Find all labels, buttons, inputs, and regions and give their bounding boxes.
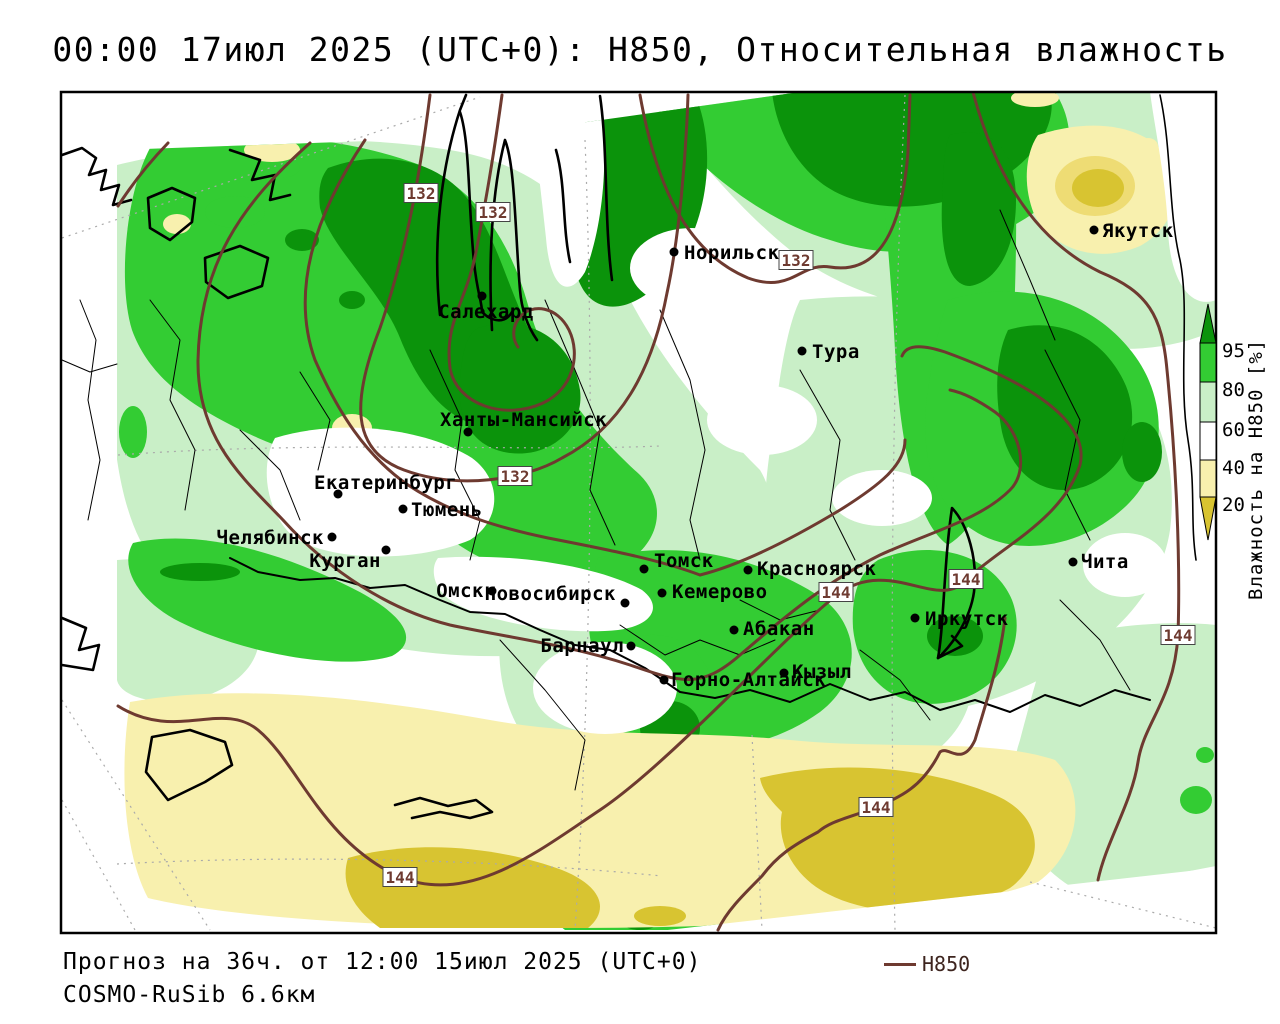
contour-label-box	[1160, 625, 1196, 645]
city-marker	[779, 668, 789, 678]
model-caption: COSMO-RuSib 6.6км	[63, 982, 316, 1008]
city-marker	[487, 586, 497, 596]
contour-label: 144	[1164, 626, 1193, 645]
humidity-field	[117, 92, 1216, 930]
city-label: Екатеринбург	[314, 472, 457, 494]
h850-legend: H850	[884, 952, 970, 976]
contour-label: 144	[386, 868, 415, 887]
city-marker	[620, 598, 630, 608]
colorbar-title: Влажность на H850 [%]	[1245, 339, 1267, 600]
colorbar-tick: 60	[1222, 419, 1245, 441]
city-label: Ханты-Мансийск	[440, 409, 607, 431]
city-label: Якутск	[1102, 220, 1174, 242]
contour-label: 132	[782, 251, 811, 270]
city-label: Кемерово	[672, 581, 768, 603]
forecast-caption: Прогноз на 36ч. от 12:00 15июл 2025 (UTC…	[63, 949, 702, 975]
contour-labels: 132 132 132 132 144 144 144 144 144	[382, 183, 1196, 887]
contour-label-box	[403, 183, 439, 203]
colorbar-ticks: 95 80 60 40 20	[1222, 340, 1245, 516]
city-label: Тура	[812, 341, 860, 363]
city-marker	[398, 504, 408, 514]
contour-label: 144	[822, 583, 851, 602]
city-label: Новосибирск	[485, 583, 616, 605]
city-marker	[333, 489, 343, 499]
contour-label-box	[382, 867, 418, 887]
city-marker	[477, 291, 487, 301]
contour-label-box	[475, 202, 511, 222]
h850-legend-label: H850	[922, 952, 971, 976]
city-marker	[381, 545, 391, 555]
contour-label: 132	[501, 467, 530, 486]
contour-label-box	[858, 797, 894, 817]
city-marker	[910, 613, 920, 623]
contour-label-box	[778, 250, 814, 270]
city-marker	[1089, 225, 1099, 235]
city-label: Красноярск	[757, 558, 876, 580]
city-marker	[729, 625, 739, 635]
city-marker	[639, 564, 649, 574]
h850-contours	[116, 92, 1181, 932]
city-label: Томск	[654, 550, 714, 572]
contour-label-box	[948, 569, 984, 589]
city-marker	[327, 532, 337, 542]
city-marker	[659, 675, 669, 685]
h850-legend-line-icon	[884, 962, 916, 966]
city-label: Салехард	[438, 301, 534, 323]
coastlines	[61, 93, 1197, 820]
city-layer: Норильск Салехард Тура Ханты-Мансийск Екатер…	[217, 220, 1174, 691]
city-marker	[1068, 557, 1078, 567]
colorbar: 95 80 60 40 20 Влажность на H850 [%]	[1199, 303, 1267, 600]
colorbar-tick: 20	[1222, 494, 1245, 516]
city-label: Тюмень	[411, 499, 483, 521]
city-label: Омск	[436, 580, 484, 602]
city-marker	[743, 565, 753, 575]
city-marker	[626, 641, 636, 651]
contour-label: 144	[862, 798, 891, 817]
colorbar-tick: 40	[1222, 457, 1245, 479]
city-label: Чита	[1081, 551, 1129, 573]
footer: Прогноз на 36ч. от 12:00 15июл 2025 (UTC…	[63, 946, 701, 1012]
contour-label-box	[818, 582, 854, 602]
colorbar-tick: 80	[1222, 379, 1245, 401]
contour-label: 132	[479, 203, 508, 222]
contour-label: 144	[952, 570, 981, 589]
city-label: Челябинск	[217, 527, 325, 549]
city-marker	[669, 247, 679, 257]
city-marker	[657, 588, 667, 598]
city-label: Кызыл	[792, 661, 852, 683]
contour-label-box	[497, 466, 533, 486]
city-label: Норильск	[684, 242, 780, 264]
city-label: Барнаул	[540, 635, 624, 657]
city-marker	[463, 427, 473, 437]
city-marker	[797, 346, 807, 356]
city-label: Иркутск	[925, 608, 1009, 630]
city-label: Абакан	[743, 618, 815, 640]
contour-label: 132	[407, 184, 436, 203]
city-label: Курган	[309, 550, 381, 572]
colorbar-tick: 95	[1222, 340, 1245, 362]
page-title: 00:00 17июл 2025 (UTC+0): H850, Относите…	[52, 30, 1228, 69]
map-frame	[59, 90, 1218, 935]
